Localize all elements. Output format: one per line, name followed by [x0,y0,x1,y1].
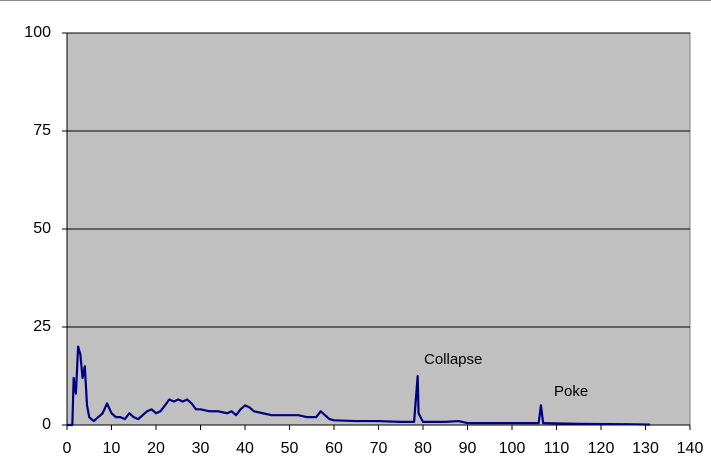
x-tick-label: 90 [459,440,477,457]
y-tick-label: 0 [42,416,51,433]
y-tick-label: 100 [24,24,51,41]
annotation: Poke [554,383,588,400]
x-tick-label: 140 [677,440,704,457]
x-tick-label: 60 [325,440,343,457]
x-tick-label: 100 [499,440,526,457]
annotation: Collapse [424,351,482,368]
x-tick-label: 10 [103,440,121,457]
y-tick-label: 50 [33,220,51,237]
x-tick-label: 120 [588,440,615,457]
x-tick-label: 130 [632,440,659,457]
y-tick-label: 25 [33,318,51,335]
x-tick-label: 0 [63,440,72,457]
x-tick-label: 50 [281,440,299,457]
x-tick-label: 30 [192,440,210,457]
y-tick-label: 75 [33,122,51,139]
x-tick-label: 70 [370,440,388,457]
x-tick-label: 40 [236,440,254,457]
data-line [67,345,650,427]
x-tick-label: 110 [544,440,570,457]
x-tick-label: 80 [414,440,432,457]
x-tick-label: 20 [147,440,165,457]
